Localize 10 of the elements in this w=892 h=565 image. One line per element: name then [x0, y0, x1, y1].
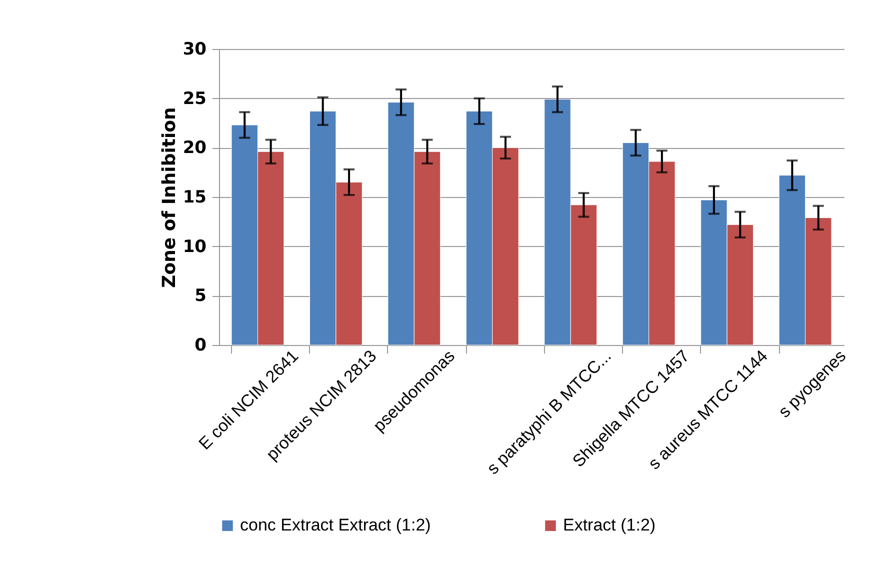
y-tick-label: 25 [182, 88, 206, 109]
legend-label: conc Extract Extract (1:2) [240, 516, 431, 535]
y-tick-label: 30 [182, 40, 207, 60]
y-tick-label: 5 [194, 286, 206, 306]
legend-label: Extract (1:2) [563, 516, 656, 535]
y-axis-title: Zone of Inhibition [158, 107, 180, 288]
y-tick-label: 15 [182, 188, 206, 208]
y-tick-label: 0 [194, 336, 207, 356]
y-tick-label: 20 [182, 138, 207, 158]
y-tick-label: 10 [182, 236, 207, 257]
